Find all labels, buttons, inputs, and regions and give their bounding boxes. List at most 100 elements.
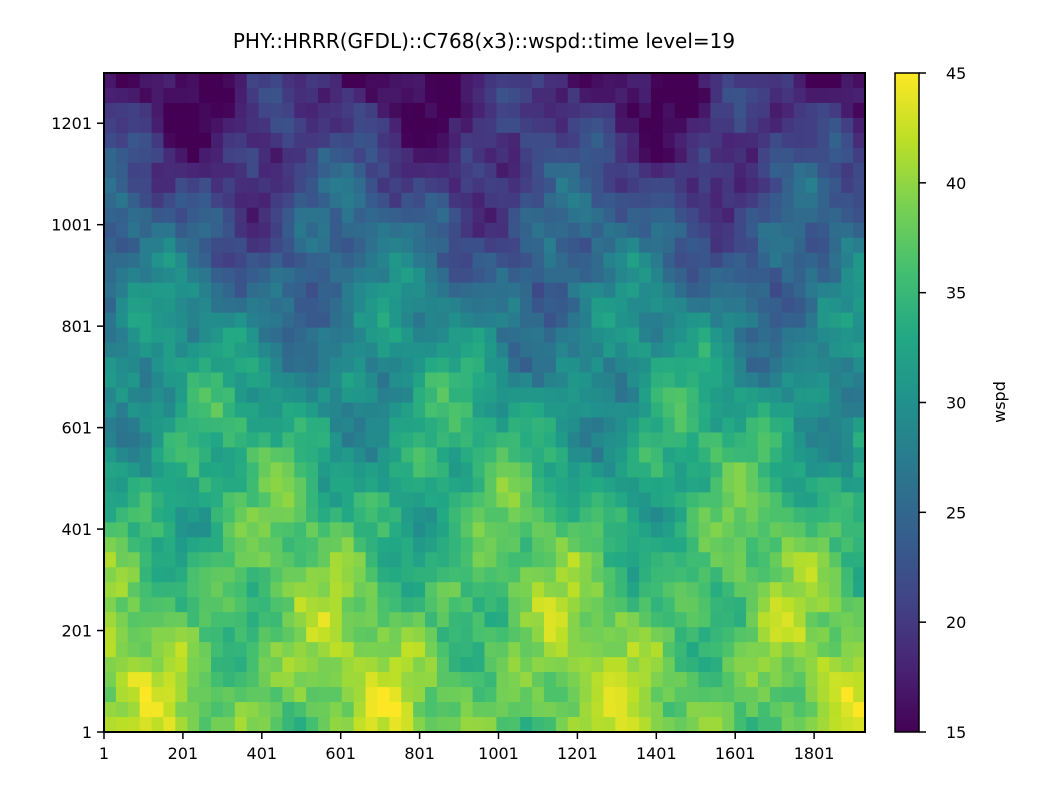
heatmap-cell bbox=[472, 402, 486, 419]
heatmap-cell bbox=[365, 702, 379, 718]
heatmap-cell bbox=[318, 432, 331, 449]
heatmap-cell bbox=[329, 252, 343, 269]
heatmap-cell bbox=[567, 372, 581, 389]
heatmap-cell bbox=[199, 687, 212, 703]
heatmap-cell bbox=[615, 102, 628, 119]
heatmap-cell bbox=[425, 147, 438, 164]
heatmap-cell bbox=[318, 492, 331, 508]
heatmap-cell bbox=[448, 222, 462, 239]
heatmap-cell bbox=[282, 372, 295, 389]
heatmap-cell bbox=[199, 342, 212, 359]
heatmap-cell bbox=[627, 117, 640, 134]
heatmap-cell bbox=[365, 312, 379, 329]
heatmap-cell bbox=[639, 717, 652, 732]
heatmap-cell bbox=[139, 522, 153, 538]
heatmap-cell bbox=[508, 522, 521, 538]
heatmap-cell bbox=[413, 687, 426, 703]
heatmap-cell bbox=[817, 282, 830, 299]
heatmap-cell bbox=[734, 657, 747, 673]
y-tick-label: 1201 bbox=[51, 114, 92, 133]
heatmap-cell bbox=[603, 537, 616, 553]
heatmap-cell bbox=[270, 192, 283, 209]
heatmap-cell bbox=[781, 612, 795, 628]
heatmap-cell bbox=[234, 192, 248, 209]
heatmap-cell bbox=[793, 222, 807, 239]
heatmap-cell bbox=[211, 492, 224, 508]
heatmap-cell bbox=[817, 87, 830, 104]
heatmap-cell bbox=[543, 147, 557, 164]
heatmap-cell bbox=[615, 132, 628, 149]
heatmap-cell bbox=[627, 342, 640, 359]
heatmap-cell bbox=[234, 327, 248, 344]
heatmap-cell bbox=[662, 507, 676, 523]
heatmap-cell bbox=[139, 642, 153, 658]
heatmap-cell bbox=[579, 102, 593, 119]
heatmap-cell bbox=[234, 462, 248, 478]
heatmap-cell bbox=[294, 582, 307, 598]
heatmap-cell bbox=[365, 642, 379, 658]
heatmap-cell bbox=[365, 432, 379, 449]
heatmap-cell bbox=[722, 87, 735, 104]
heatmap-cell bbox=[318, 162, 331, 179]
heatmap-cell bbox=[769, 132, 783, 149]
heatmap-cell bbox=[746, 612, 759, 628]
heatmap-cell bbox=[781, 462, 795, 478]
heatmap-cell bbox=[425, 657, 438, 673]
heatmap-cell bbox=[104, 567, 117, 583]
heatmap-cell bbox=[781, 162, 795, 179]
heatmap-cell bbox=[817, 522, 830, 538]
heatmap-cell bbox=[199, 492, 212, 508]
heatmap-cell bbox=[484, 222, 497, 239]
heatmap-cell bbox=[365, 252, 379, 269]
heatmap-cell bbox=[769, 537, 783, 553]
heatmap-cell bbox=[389, 312, 402, 329]
heatmap-cell bbox=[413, 162, 426, 179]
heatmap-cell bbox=[603, 477, 616, 493]
heatmap-cell bbox=[496, 357, 509, 374]
heatmap-cell bbox=[341, 492, 355, 508]
heatmap-cell bbox=[401, 87, 414, 104]
heatmap-cell bbox=[746, 102, 759, 119]
heatmap-cell bbox=[246, 357, 260, 374]
heatmap-cell bbox=[365, 462, 379, 478]
heatmap-cell bbox=[532, 672, 545, 688]
heatmap-cell bbox=[294, 402, 307, 419]
heatmap-cell bbox=[127, 73, 141, 89]
heatmap-cell bbox=[282, 342, 295, 359]
heatmap-cell bbox=[757, 642, 771, 658]
heatmap-cell bbox=[508, 312, 521, 329]
heatmap-cell bbox=[829, 162, 842, 179]
heatmap-cell bbox=[817, 327, 830, 344]
heatmap-cell bbox=[853, 282, 865, 299]
heatmap-cell bbox=[377, 312, 390, 329]
heatmap-cell bbox=[734, 492, 747, 508]
heatmap-cell bbox=[341, 462, 355, 478]
heatmap-cell bbox=[805, 447, 819, 464]
heatmap-cell bbox=[496, 342, 509, 359]
heatmap-cell bbox=[484, 432, 497, 449]
heatmap-cell bbox=[163, 717, 176, 732]
heatmap-cell bbox=[163, 147, 176, 164]
heatmap-cell bbox=[234, 522, 248, 538]
heatmap-cell bbox=[579, 657, 593, 673]
heatmap-cell bbox=[211, 582, 224, 598]
heatmap-cell bbox=[639, 132, 652, 149]
heatmap-cell bbox=[662, 237, 676, 254]
heatmap-cell bbox=[603, 192, 616, 209]
heatmap-cell bbox=[353, 717, 367, 732]
heatmap-cell bbox=[234, 312, 248, 329]
heatmap-cell bbox=[710, 687, 723, 703]
heatmap-cell bbox=[639, 447, 652, 464]
heatmap-cell bbox=[615, 597, 628, 613]
heatmap-cell bbox=[508, 402, 521, 419]
heatmap-cell bbox=[662, 102, 676, 119]
heatmap-cell bbox=[793, 342, 807, 359]
heatmap-cell bbox=[520, 552, 533, 568]
heatmap-cell bbox=[793, 507, 807, 523]
heatmap-cell bbox=[377, 642, 390, 658]
heatmap-cell bbox=[639, 612, 652, 628]
heatmap-cell bbox=[484, 267, 497, 284]
heatmap-cell bbox=[318, 177, 331, 194]
heatmap-cell bbox=[710, 222, 723, 239]
heatmap-cell bbox=[853, 462, 865, 478]
